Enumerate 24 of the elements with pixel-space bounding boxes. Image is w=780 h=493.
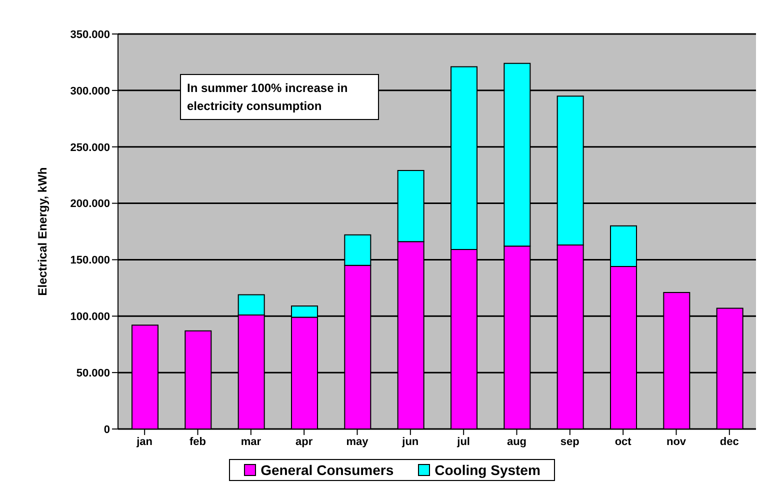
y-axis-title: Electrical Energy, kWh	[35, 167, 50, 296]
y-tick-label: 150.000	[70, 254, 110, 267]
x-tick-label: aug	[506, 436, 527, 448]
y-tick-label: 0	[104, 424, 110, 436]
note-box: In summer 100% increase in electricity consumption	[180, 74, 379, 120]
y-tick-label: 250.000	[70, 142, 110, 154]
x-tick-label: oct	[614, 436, 632, 448]
legend-label: General Consumers	[260, 462, 394, 478]
y-tick-label: 350.000	[70, 28, 110, 41]
legend-label: Cooling System	[434, 462, 540, 478]
y-tick-label: 50.000	[76, 367, 110, 380]
x-tick-label: jul	[456, 436, 470, 448]
x-tick-label: mar	[240, 436, 262, 448]
x-tick-label: apr	[296, 436, 314, 448]
x-tick-label: may	[346, 436, 370, 448]
x-tick-label: sep	[560, 436, 580, 448]
y-tick-label: 200.000	[70, 198, 110, 210]
x-tick-label: dec	[720, 436, 739, 448]
x-tick-label: feb	[190, 436, 206, 448]
x-tick-label: jan	[136, 436, 153, 448]
x-tick-label: jun	[401, 436, 419, 448]
y-tick-label: 100.000	[70, 311, 110, 324]
x-tick-label: nov	[666, 436, 687, 448]
y-tick-label: 300.000	[70, 85, 110, 98]
